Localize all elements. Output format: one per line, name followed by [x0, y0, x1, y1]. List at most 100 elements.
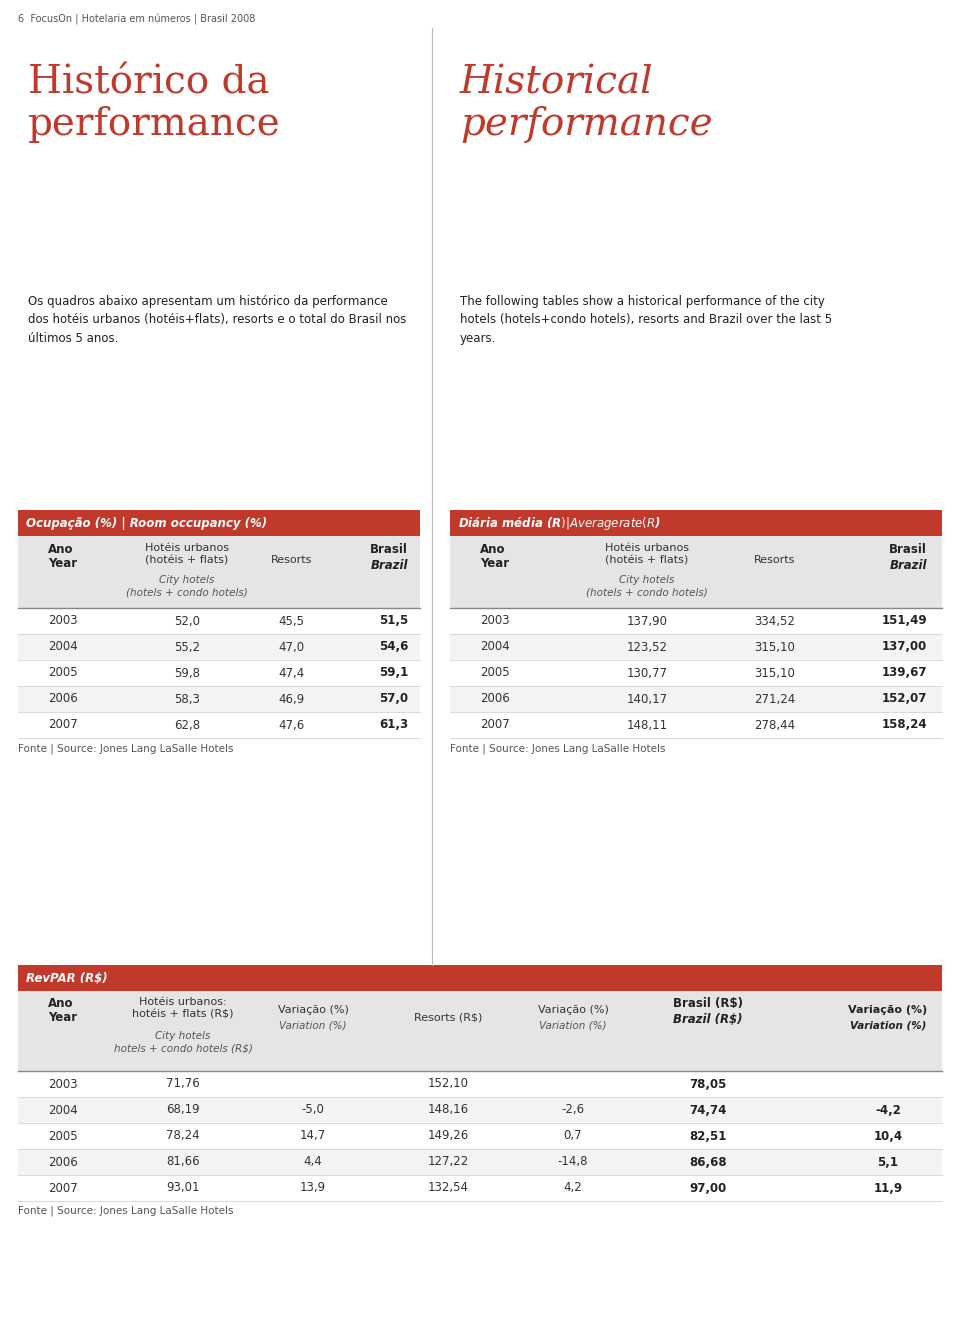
Text: Brasil (R$): Brasil (R$) — [673, 998, 743, 1009]
Text: Histórico da
performance: Histórico da performance — [28, 65, 280, 144]
Text: City hotels
(hotels + condo hotels): City hotels (hotels + condo hotels) — [586, 575, 708, 597]
Text: 13,9: 13,9 — [300, 1181, 326, 1194]
Text: Ano: Ano — [480, 543, 506, 556]
Text: 55,2: 55,2 — [174, 641, 200, 653]
Bar — [450, 509, 942, 536]
Bar — [18, 509, 420, 536]
Text: 59,1: 59,1 — [378, 666, 408, 680]
Text: 2005: 2005 — [48, 666, 78, 680]
Text: Resorts: Resorts — [271, 555, 312, 565]
Text: 151,49: 151,49 — [881, 614, 927, 628]
Text: 2003: 2003 — [48, 614, 78, 628]
Text: 4,2: 4,2 — [564, 1181, 583, 1194]
Text: 97,00: 97,00 — [689, 1181, 727, 1194]
Text: 2007: 2007 — [48, 718, 78, 732]
Text: Ano: Ano — [48, 998, 74, 1009]
Text: 148,16: 148,16 — [427, 1104, 468, 1116]
Text: Resorts (R$): Resorts (R$) — [414, 1013, 482, 1023]
Text: 137,00: 137,00 — [882, 641, 927, 653]
Text: 78,05: 78,05 — [689, 1077, 727, 1091]
Bar — [18, 1149, 942, 1174]
Text: 82,51: 82,51 — [689, 1129, 727, 1142]
Text: 152,07: 152,07 — [882, 693, 927, 705]
Text: Variação (%): Variação (%) — [849, 1005, 927, 1015]
Text: 10,4: 10,4 — [874, 1129, 902, 1142]
Text: 5,1: 5,1 — [877, 1156, 899, 1169]
Text: 2003: 2003 — [48, 1077, 78, 1091]
Text: 334,52: 334,52 — [755, 614, 795, 628]
Bar — [18, 634, 420, 660]
Text: City hotels
hotels + condo hotels (R$): City hotels hotels + condo hotels (R$) — [113, 1031, 252, 1053]
Bar — [450, 536, 942, 608]
Text: 81,66: 81,66 — [166, 1156, 200, 1169]
Text: 54,6: 54,6 — [378, 641, 408, 653]
Text: 58,3: 58,3 — [174, 693, 200, 705]
Bar — [450, 634, 942, 660]
Text: 2006: 2006 — [480, 693, 510, 705]
Bar — [450, 686, 942, 712]
Text: Historical
performance: Historical performance — [460, 65, 712, 144]
Text: Resorts: Resorts — [754, 555, 796, 565]
Text: 123,52: 123,52 — [626, 641, 667, 653]
Text: 0,7: 0,7 — [564, 1129, 583, 1142]
Text: -5,0: -5,0 — [301, 1104, 324, 1116]
Text: 47,6: 47,6 — [278, 718, 304, 732]
Text: 149,26: 149,26 — [427, 1129, 468, 1142]
Text: Brasil: Brasil — [370, 543, 408, 556]
Text: The following tables show a historical performance of the city
hotels (hotels+co: The following tables show a historical p… — [460, 295, 832, 344]
Text: 78,24: 78,24 — [166, 1129, 200, 1142]
Text: 2004: 2004 — [480, 641, 510, 653]
Bar — [18, 966, 942, 991]
Text: City hotels
(hotels + condo hotels): City hotels (hotels + condo hotels) — [126, 575, 248, 597]
Text: 137,90: 137,90 — [626, 614, 667, 628]
Text: 71,76: 71,76 — [166, 1077, 200, 1091]
Text: 127,22: 127,22 — [427, 1156, 468, 1169]
Text: 47,0: 47,0 — [278, 641, 304, 653]
Text: Variação (%): Variação (%) — [538, 1005, 609, 1015]
Text: Fonte | Source: Jones Lang LaSalle Hotels: Fonte | Source: Jones Lang LaSalle Hotel… — [18, 1206, 233, 1217]
Bar — [18, 1097, 942, 1123]
Text: 2004: 2004 — [48, 641, 78, 653]
Text: Hotéis urbanos
(hotéis + flats): Hotéis urbanos (hotéis + flats) — [605, 543, 688, 565]
Text: 74,74: 74,74 — [689, 1104, 727, 1116]
Text: 86,68: 86,68 — [689, 1156, 727, 1169]
Text: Os quadros abaixo apresentam um histórico da performance
dos hotéis urbanos (hot: Os quadros abaixo apresentam um históric… — [28, 295, 406, 344]
Text: 278,44: 278,44 — [755, 718, 795, 732]
Text: Hotéis urbanos
(hotéis + flats): Hotéis urbanos (hotéis + flats) — [145, 543, 228, 565]
Bar — [18, 536, 420, 608]
Text: Ano: Ano — [48, 543, 74, 556]
Text: 132,54: 132,54 — [427, 1181, 468, 1194]
Text: Fonte | Source: Jones Lang LaSalle Hotels: Fonte | Source: Jones Lang LaSalle Hotel… — [18, 743, 233, 754]
Text: Brazil: Brazil — [371, 559, 408, 572]
Bar — [18, 991, 942, 1071]
Text: RevPAR (R$): RevPAR (R$) — [26, 971, 108, 984]
Text: Brazil (R$): Brazil (R$) — [673, 1013, 743, 1025]
Text: 148,11: 148,11 — [626, 718, 667, 732]
Text: 158,24: 158,24 — [881, 718, 927, 732]
Text: 2004: 2004 — [48, 1104, 78, 1116]
Text: 59,8: 59,8 — [174, 666, 200, 680]
Text: Year: Year — [480, 557, 509, 571]
Text: 6  FocusOn | Hotelaria em números | Brasil 2008: 6 FocusOn | Hotelaria em números | Brasi… — [18, 15, 255, 25]
Text: 93,01: 93,01 — [166, 1181, 200, 1194]
Text: 62,8: 62,8 — [174, 718, 200, 732]
Text: Year: Year — [48, 557, 77, 571]
Text: 2005: 2005 — [48, 1129, 78, 1142]
Text: 315,10: 315,10 — [755, 641, 795, 653]
Text: 4,4: 4,4 — [303, 1156, 323, 1169]
Text: 61,3: 61,3 — [379, 718, 408, 732]
Text: 14,7: 14,7 — [300, 1129, 326, 1142]
Text: Fonte | Source: Jones Lang LaSalle Hotels: Fonte | Source: Jones Lang LaSalle Hotel… — [450, 743, 665, 754]
Text: 152,10: 152,10 — [427, 1077, 468, 1091]
Text: 51,5: 51,5 — [378, 614, 408, 628]
Text: 52,0: 52,0 — [174, 614, 200, 628]
Text: 46,9: 46,9 — [278, 693, 304, 705]
Text: 45,5: 45,5 — [278, 614, 304, 628]
Text: Variation (%): Variation (%) — [540, 1020, 607, 1029]
Text: Ocupação (%) | Room occupancy (%): Ocupação (%) | Room occupancy (%) — [26, 516, 267, 529]
Text: 2007: 2007 — [480, 718, 510, 732]
Text: 130,77: 130,77 — [626, 666, 667, 680]
Text: 271,24: 271,24 — [755, 693, 795, 705]
Text: 2003: 2003 — [480, 614, 510, 628]
Text: 57,0: 57,0 — [379, 693, 408, 705]
